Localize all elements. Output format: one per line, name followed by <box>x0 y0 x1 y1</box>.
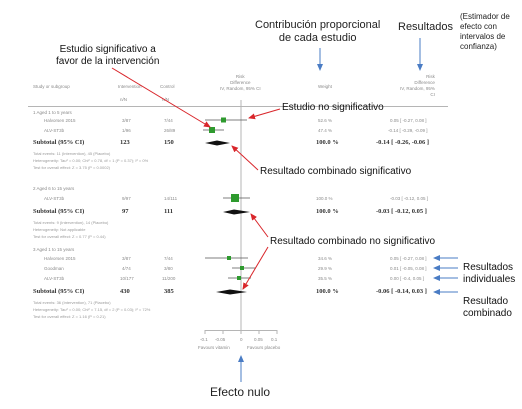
axis-tick-label: 0.05 <box>254 337 263 342</box>
subtotal-diamond <box>205 140 230 146</box>
study-name: Goodman <box>44 266 64 271</box>
subtotal-weight: 100.0 % <box>316 208 339 215</box>
subtotal-label: Subtotal (95% CI) <box>33 288 85 295</box>
group-label: 3 Aged 1 to 15 years <box>33 247 75 252</box>
annotation-combined-significant: Resultado combinado significativo <box>260 166 412 177</box>
study-name: Halvorsen 2015 <box>44 118 76 123</box>
annotation-non-significant-study: Estudio no significativo <box>282 102 384 113</box>
study-name: ALV-ST3b <box>44 128 65 133</box>
study-marker <box>227 256 231 260</box>
annotation-estimator-note: (Estimador de efecto con intervalos de c… <box>460 12 510 51</box>
subtotal-n2: 385 <box>164 288 174 295</box>
study-n1: 9/97 <box>122 196 131 201</box>
axis-tick-label: 0 <box>240 337 243 342</box>
study-weight: 29.9 % <box>318 266 333 271</box>
annotation-significant-study: Estudio significativo a favor de la inte… <box>56 44 160 67</box>
study-n2: 14/111 <box>164 196 178 201</box>
header-n-intervention: n/N <box>120 97 128 102</box>
study-rd: 0.01 [ -0.05, 0.08 ] <box>390 266 427 271</box>
subtotal-n2: 111 <box>164 208 174 215</box>
header-intervention: Intervention <box>118 84 142 89</box>
study-weight: 52.6 % <box>318 118 333 123</box>
group-note: Heterogeneity: Not applicable <box>33 227 86 232</box>
study-name: ALV-ST3b <box>44 196 65 201</box>
subtotal-n1: 97 <box>122 208 129 215</box>
study-weight: 47.4 % <box>318 128 333 133</box>
subtotal-label: Subtotal (95% CI) <box>33 139 85 146</box>
study-marker <box>231 194 239 202</box>
axis-tick-label: 0.1 <box>271 337 278 342</box>
subtotal-n2: 150 <box>164 139 174 146</box>
study-name: ALV-ST3b <box>44 276 65 281</box>
group-note: Heterogeneity: Tau² = 0.00; Chi² = 7.15,… <box>33 307 151 312</box>
study-n2: 7/44 <box>164 118 173 123</box>
group-note: Total events: 36 (Intervention), 71 (Pla… <box>33 300 111 305</box>
subtotal-rd: -0.03 [ -0.12, 0.05 ] <box>376 208 427 215</box>
study-rd: 0.00 [ -0.4, 0.05 ] <box>390 276 425 281</box>
study-n1: 3/87 <box>122 256 131 261</box>
study-n1: 4/74 <box>122 266 131 271</box>
study-n2: 11/200 <box>162 276 176 281</box>
annotation-combined-result: Resultado combinado <box>463 296 512 319</box>
header-study: Study or subgroup <box>33 84 70 89</box>
subtotal-label: Subtotal (95% CI) <box>33 208 85 215</box>
subtotal-n1: 123 <box>120 139 130 146</box>
header-divider <box>28 106 448 107</box>
study-rd: 0.05 [ -0.27, 0.08 ] <box>390 118 427 123</box>
annotation-proportional-contribution: Contribución proporcional de cada estudi… <box>255 19 381 44</box>
subtotal-rd: -0.14 [ -0.26, -0.06 ] <box>376 139 430 146</box>
study-weight: 35.5 % <box>318 276 333 281</box>
study-weight: 34.6 % <box>318 256 333 261</box>
study-marker <box>240 266 244 270</box>
study-marker <box>209 127 215 133</box>
header-risk-difference: Risk Difference IV, Random, 95% CI <box>220 74 261 91</box>
study-n2: 26/89 <box>164 128 176 133</box>
subtotal-n1: 430 <box>120 288 130 295</box>
subtotal-rd: -0.06 [ -0.14, 0.03 ] <box>376 288 427 295</box>
study-marker <box>237 276 241 280</box>
subtotal-weight: 100.0 % <box>316 288 339 295</box>
group-label: 1 Aged 1 to 5 years <box>33 110 72 115</box>
group-note: Total events: 11 (Intervention), 45 (Pla… <box>33 151 111 156</box>
arrow-non-significant-study <box>248 108 281 120</box>
study-rd: -0.03 [ -0.12, 0.05 ] <box>390 196 429 201</box>
subtotal-weight: 100.0 % <box>316 139 339 146</box>
annotation-individual-results: Resultados individuales <box>463 262 516 285</box>
header-n-control: n/N <box>162 97 170 102</box>
group-note: Test for overall effect: Z = 3.75 (P = 0… <box>33 165 111 170</box>
axis-tick-label: -0.05 <box>215 337 226 342</box>
arrow-combined-non-significant-2 <box>242 246 269 290</box>
annotation-combined-non-significant: Resultado combinado no significativo <box>270 236 436 247</box>
subtotal-diamond <box>223 209 250 215</box>
group-note: Total events: 9 (Intervention), 14 (Plac… <box>33 220 109 225</box>
axis-tick-label: -0.1 <box>200 337 208 342</box>
annotation-null-effect: Efecto nulo <box>210 385 271 399</box>
study-name: Halvorsen 2015 <box>44 256 76 261</box>
arrow-combined-non-significant-1 <box>250 213 269 238</box>
group-note: Test for overall effect: Z = 0.77 (P = 0… <box>33 234 106 239</box>
study-rd: 0.05 [ -0.27, 0.08 ] <box>390 256 427 261</box>
study-weight: 100.0 % <box>316 196 333 201</box>
study-n1: 3/87 <box>122 118 131 123</box>
header-control: Control <box>160 84 175 89</box>
subtotal-diamond <box>216 289 247 295</box>
arrow-significant-study <box>111 67 211 128</box>
favours-right-label: Favours placebo <box>247 345 281 350</box>
annotation-results-header: Resultados <box>398 21 454 33</box>
group-note: Heterogeneity: Tau² = 0.00; Chi² = 0.78,… <box>33 158 149 163</box>
favours-left-label: Favours vitamin <box>198 345 230 350</box>
group-label: 2 Aged 6 to 15 years <box>33 186 75 191</box>
study-n2: 3/80 <box>164 266 173 271</box>
study-rd: -0.14 [ -0.29, -0.09 ] <box>388 128 428 133</box>
study-n1: 1/96 <box>122 128 131 133</box>
header-risk-difference-right: Risk Difference IV, Random, 95% CI <box>400 74 435 97</box>
study-marker <box>221 117 226 123</box>
group-note: Test for overall effect: Z = 1.16 (P = 0… <box>33 314 106 319</box>
arrow-combined-significant <box>231 145 259 171</box>
study-n1: 10/177 <box>120 276 134 281</box>
header-weight: Weight <box>318 84 332 89</box>
study-n2: 7/44 <box>164 256 173 261</box>
